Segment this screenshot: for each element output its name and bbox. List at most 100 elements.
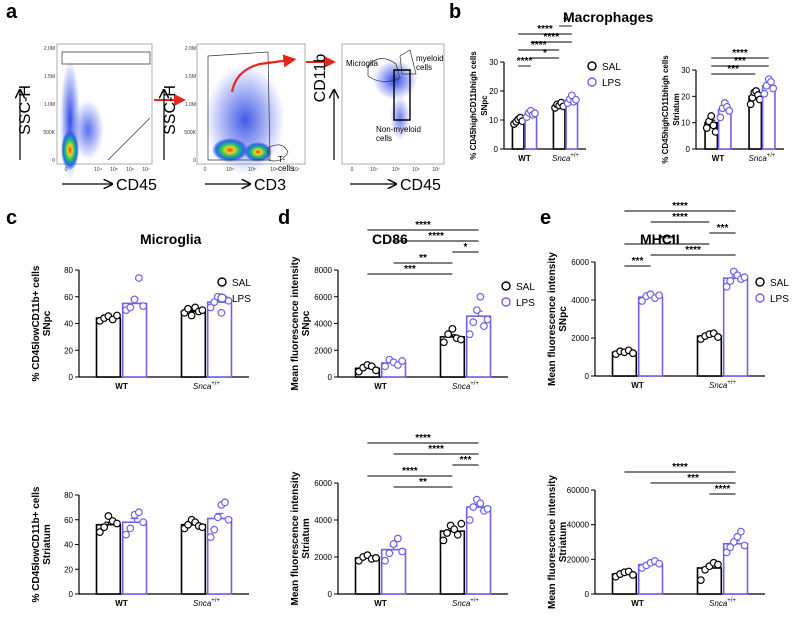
data-point — [126, 524, 135, 533]
data-point — [760, 89, 769, 98]
x-category-label: WT — [115, 599, 128, 608]
y-tick-label: 0 — [686, 145, 691, 154]
x-category-label: WT — [518, 154, 531, 163]
significance-label: **** — [732, 48, 748, 59]
legend-label-sal: SAL — [770, 278, 789, 289]
legend-label-lps: LPS — [516, 298, 535, 309]
data-point — [134, 508, 143, 517]
facs-tick: 10⁴ — [94, 167, 102, 173]
data-point — [716, 113, 725, 122]
data-point — [134, 274, 143, 282]
facs-tick: 0 — [52, 158, 55, 164]
facs-tick: 2.0M — [44, 46, 55, 52]
significance-label: ** — [419, 253, 427, 264]
data-point — [393, 534, 402, 543]
data-point — [746, 100, 755, 109]
data-point — [476, 292, 485, 301]
data-point — [476, 499, 485, 508]
y-tick-label: 8000 — [314, 266, 332, 275]
significance-label: *** — [460, 455, 472, 466]
x-category-label: Snca+/+ — [193, 598, 220, 608]
gate-label-nonmyeloid: Non-myeloid cells — [376, 125, 421, 143]
x-category-label-name: Snca — [709, 599, 728, 608]
y-axis-label-line: % CD45highCD11bhigh cells — [469, 51, 478, 160]
significance-label: *** — [717, 223, 729, 234]
data-point — [457, 335, 465, 344]
legend-marker-sal — [587, 61, 597, 71]
data-point — [213, 513, 222, 522]
data-point — [385, 549, 394, 558]
y-tick-label: 30 — [681, 66, 690, 75]
data-point — [187, 311, 196, 320]
legend-label-sal: SAL — [516, 282, 535, 293]
y-tick-label: 40 — [64, 541, 73, 550]
significance-label: **** — [685, 245, 701, 256]
data-point — [398, 357, 407, 365]
y-axis-label-line: Mean fluorescence intensity — [547, 252, 558, 386]
facs-tick: 0 — [193, 158, 196, 164]
facs-tick: 1.5M — [44, 74, 55, 80]
chart-title: Macrophages — [563, 9, 653, 25]
legend-label-sal: SAL — [232, 278, 251, 289]
y-tick-label: 20 — [64, 346, 73, 355]
y-tick-label: 6000 — [314, 479, 332, 488]
y-tick-label: 2000 — [571, 334, 589, 343]
gate-label-tcells: T-cells — [278, 155, 294, 173]
significance-label: *** — [632, 256, 644, 267]
x-category-label-name: Snca — [193, 599, 212, 608]
y-tick-label: 60000 — [567, 486, 590, 495]
facs-tick: 10⁶ — [126, 167, 134, 173]
gate-label-myeloid: myeloid cells — [416, 54, 444, 72]
y-axis-label-line: Mean fluorescence intensity — [290, 471, 301, 605]
y-axis-label-line: Striatum — [42, 524, 53, 565]
significance-label: **** — [715, 484, 731, 495]
x-category-label-name: Snca — [452, 599, 471, 608]
data-point — [709, 121, 718, 130]
x-category-label: Snca+/+ — [709, 380, 736, 390]
chart-c2: 0 20 40 60 80 % CD45lowCD11b+ cellsStriatum WT… — [31, 486, 249, 608]
facs-tick: 1.0M — [185, 102, 196, 108]
facs-tick: 0 — [204, 167, 207, 173]
x-category-label-sup: +/+ — [211, 598, 220, 604]
panel-label-e: e — [540, 207, 551, 229]
y-axis-label: Mean fluorescence intensityStriatum — [290, 471, 312, 605]
y-axis-label-line: % CD45lowCD11b+ cells — [31, 265, 42, 381]
data-point — [726, 277, 735, 285]
data-point — [655, 291, 664, 300]
facs-density-core — [244, 142, 272, 162]
facs-gate — [61, 51, 151, 65]
legend-label-lps: LPS — [602, 78, 621, 89]
y-tick-label: 80 — [64, 266, 73, 275]
y-axis-label: % CD45lowCD11b+ cellsStriatum — [31, 486, 53, 602]
y-tick-label: 20 — [489, 87, 498, 96]
y-tick-label: 0 — [494, 145, 499, 154]
y-axis-label: Mean fluorescence intensitySNpc — [547, 252, 569, 386]
data-point — [444, 330, 453, 339]
y-axis-label: % CD45highCD11bhigh cells SNpc — [469, 51, 489, 160]
significance-label: **** — [544, 32, 560, 43]
data-point — [206, 533, 215, 541]
significance-label: *** — [687, 473, 699, 484]
y-axis-label-line: SNpc — [558, 306, 569, 332]
bar-sal-snca — [180, 523, 207, 595]
data-point — [126, 303, 135, 312]
significance-label: **** — [402, 466, 418, 477]
significance-label: ** — [419, 477, 427, 488]
data-point — [465, 330, 474, 339]
data-point — [450, 525, 459, 534]
data-point — [113, 311, 121, 320]
significance-label: *** — [734, 56, 746, 67]
y-axis-label: Mean fluorescence intensityStriatum — [547, 475, 569, 609]
data-point — [453, 530, 462, 539]
data-point — [733, 532, 742, 541]
data-point — [398, 547, 407, 556]
data-point — [221, 498, 229, 507]
x-category-label: WT — [115, 382, 128, 391]
facs-tick: 2.0M — [185, 46, 196, 52]
data-point — [224, 515, 233, 524]
